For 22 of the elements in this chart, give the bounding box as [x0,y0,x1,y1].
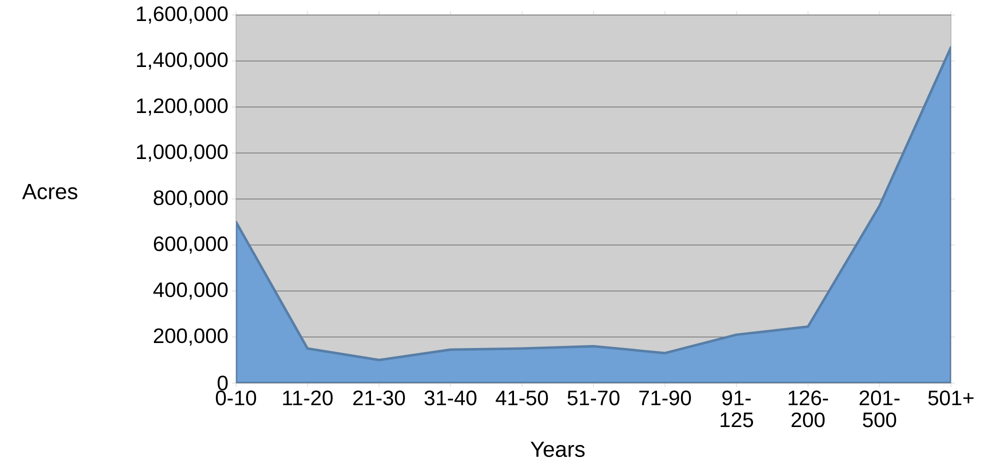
x-tick-label: 71-90 [639,390,691,406]
x-tick-label: 0-10 [216,390,256,406]
y-tick-label: 400,000 [153,282,228,300]
y-tick-label: 200,000 [154,328,228,346]
y-tick-label: 800,000 [154,190,228,208]
x-tick-label: 41-50 [496,390,548,406]
x-tick-label: 31-40 [424,390,476,406]
x-tick-label: 501+ [928,390,974,406]
y-tick-label: 1,000,000 [137,144,228,162]
y-tick-label: 1,200,000 [137,98,228,116]
x-tick-label: 126-200 [788,390,828,428]
y-tick-label: 600,000 [154,236,228,254]
x-axis-title: Years [530,442,585,458]
y-tick-label: 0 [218,376,228,390]
x-tick-label: 21-30 [353,390,405,406]
y-axis-title: Acres [22,184,78,200]
y-tick-label: 1,600,000 [137,6,228,24]
x-tick-label: 11-20 [283,390,333,406]
y-tick-label: 1,400,000 [137,52,228,70]
x-tick-label: 91-125 [720,390,754,428]
x-tick-label: 51-70 [568,390,620,406]
x-tick-label: 201-500 [860,390,900,428]
